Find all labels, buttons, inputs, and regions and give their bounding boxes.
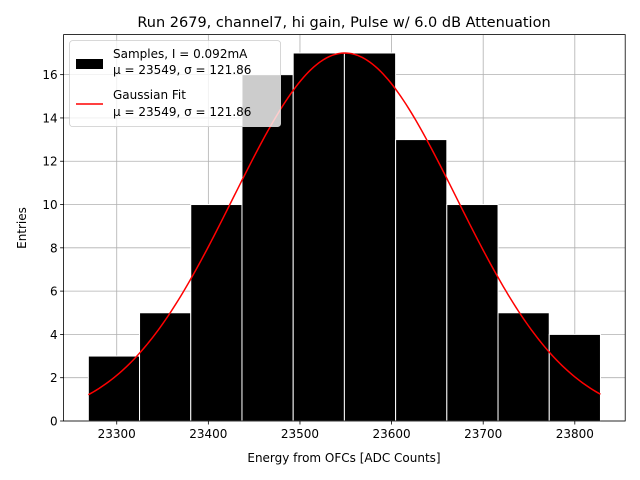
x-tick-label: 23400: [189, 427, 227, 441]
histogram-bar: [446, 204, 499, 422]
x-tick-label: 23600: [372, 427, 410, 441]
legend-fit-stats: μ = 23549, σ = 121.86: [113, 105, 251, 119]
histogram-bar: [139, 312, 192, 422]
legend-samples-swatch: [76, 59, 103, 69]
histogram-bar: [87, 355, 141, 422]
y-tick-label: 12: [42, 155, 57, 169]
y-tick-label: 16: [42, 68, 57, 82]
x-axis-label: Energy from OFCs [ADC Counts]: [247, 451, 440, 465]
histogram-bar: [395, 139, 448, 422]
y-axis-label: Entries: [15, 207, 29, 249]
y-tick-label: 10: [42, 198, 57, 212]
x-tick-label: 23700: [464, 427, 502, 441]
legend-samples-label: Samples, I = 0.092mA: [113, 47, 248, 61]
legend-fit-label: Gaussian Fit: [113, 88, 186, 102]
chart-title: Run 2679, channel7, hi gain, Pulse w/ 6.…: [137, 15, 550, 31]
y-axis-ticks: 0 2 4 6 8 10 12 14 16: [42, 68, 64, 429]
y-tick-label: 2: [50, 371, 58, 385]
y-tick-label: 6: [50, 285, 58, 299]
x-tick-label: 23300: [98, 427, 136, 441]
histogram-bar: [190, 204, 243, 422]
legend-box: [69, 40, 281, 127]
legend: Samples, I = 0.092mA μ = 23549, σ = 121.…: [69, 40, 281, 127]
histogram-bars: [87, 52, 601, 422]
x-axis-ticks: 23300 23400 23500 23600 23700 23800: [98, 421, 594, 441]
y-tick-label: 0: [50, 415, 58, 429]
x-tick-label: 23800: [556, 427, 594, 441]
y-tick-label: 8: [50, 241, 58, 255]
x-tick-label: 23500: [281, 427, 319, 441]
legend-samples-stats: μ = 23549, σ = 121.86: [113, 63, 251, 77]
plot-frame: [63, 34, 626, 422]
gaussian-fit-curve: [87, 52, 601, 396]
histogram-bar: [292, 52, 345, 422]
y-tick-label: 14: [42, 111, 57, 125]
y-tick-label: 4: [50, 328, 58, 342]
histogram-bar: [343, 52, 397, 422]
histogram-bar: [497, 312, 550, 422]
